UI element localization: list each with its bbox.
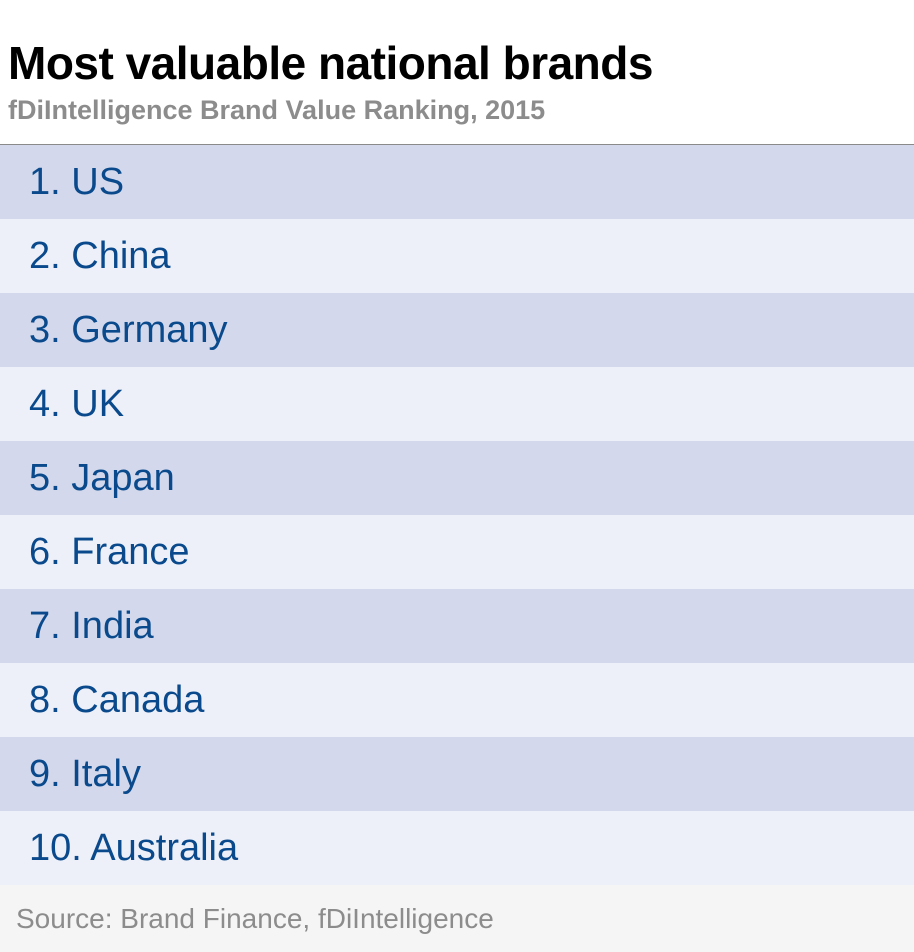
country-rank-label: 1. US <box>29 161 125 203</box>
country-rank-label: 5. Japan <box>29 457 175 499</box>
table-row: 3. Germany <box>0 293 914 367</box>
country-rank-label: 4. UK <box>29 383 125 425</box>
country-rank-label: 7. India <box>29 605 154 647</box>
country-rank-label: 2. China <box>29 235 171 277</box>
country-rank-label: 10. Australia <box>29 827 239 869</box>
table-row: 7. India <box>0 589 914 663</box>
table-row: 10. Australia <box>0 811 914 885</box>
table-row: 1. US <box>0 145 914 219</box>
country-rank-label: 6. France <box>29 531 190 573</box>
table-row: 9. Italy <box>0 737 914 811</box>
source-note: Source: Brand Finance, fDiIntelligence <box>16 903 494 934</box>
country-rank-label: 3. Germany <box>29 309 228 351</box>
ranking-table: 1. US 2. China 3. Germany 4. UK 5. Japan 6. F… <box>0 144 914 885</box>
country-rank-label: 9. Italy <box>29 753 141 795</box>
table-row: 6. France <box>0 515 914 589</box>
chart-footer: Source: Brand Finance, fDiIntelligence <box>0 885 914 952</box>
table-row: 5. Japan <box>0 441 914 515</box>
chart-header: Most valuable national brands fDiIntelli… <box>0 0 914 144</box>
chart-subtitle: fDiIntelligence Brand Value Ranking, 201… <box>8 95 546 125</box>
country-rank-label: 8. Canada <box>29 679 205 721</box>
chart-title: Most valuable national brands <box>8 37 653 89</box>
table-row: 8. Canada <box>0 663 914 737</box>
table-row: 4. UK <box>0 367 914 441</box>
table-row: 2. China <box>0 219 914 293</box>
